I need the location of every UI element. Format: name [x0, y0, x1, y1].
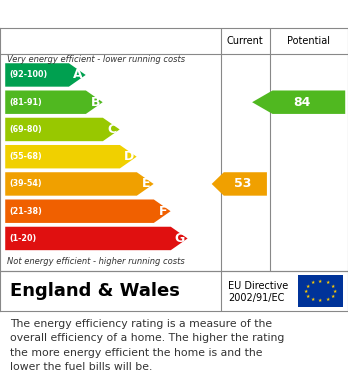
Text: ★: ★: [331, 283, 335, 289]
FancyBboxPatch shape: [298, 275, 343, 307]
Text: ★: ★: [318, 298, 322, 303]
Polygon shape: [5, 145, 137, 169]
Text: 84: 84: [293, 96, 311, 109]
Text: B: B: [90, 96, 100, 109]
Text: England & Wales: England & Wales: [10, 282, 180, 300]
Text: Potential: Potential: [287, 36, 330, 46]
Text: ★: ★: [311, 297, 315, 302]
Text: ★: ★: [311, 280, 315, 285]
Text: ★: ★: [325, 297, 330, 302]
Polygon shape: [5, 63, 86, 87]
Text: ★: ★: [303, 289, 308, 294]
Text: (39-54): (39-54): [9, 179, 42, 188]
Text: ★: ★: [332, 289, 337, 294]
Text: 2002/91/EC: 2002/91/EC: [228, 293, 284, 303]
Text: (92-100): (92-100): [9, 70, 48, 79]
Text: (69-80): (69-80): [9, 125, 42, 134]
Text: (21-38): (21-38): [9, 207, 42, 216]
Polygon shape: [212, 172, 267, 196]
Polygon shape: [5, 172, 153, 196]
Text: ★: ★: [331, 294, 335, 298]
Text: ★: ★: [325, 280, 330, 285]
Text: EU Directive: EU Directive: [228, 281, 288, 291]
Polygon shape: [252, 90, 345, 114]
Polygon shape: [5, 199, 171, 223]
Text: 53: 53: [234, 178, 252, 190]
Text: C: C: [108, 123, 117, 136]
Text: E: E: [142, 178, 151, 190]
Polygon shape: [5, 90, 103, 114]
Text: Not energy efficient - higher running costs: Not energy efficient - higher running co…: [7, 257, 185, 266]
Text: D: D: [124, 150, 134, 163]
Text: Energy Efficiency Rating: Energy Efficiency Rating: [10, 7, 232, 22]
Text: (55-68): (55-68): [9, 152, 42, 161]
Polygon shape: [5, 227, 188, 250]
Text: ★: ★: [318, 278, 322, 283]
Text: Current: Current: [227, 36, 264, 46]
Polygon shape: [5, 118, 120, 141]
Text: Very energy efficient - lower running costs: Very energy efficient - lower running co…: [7, 55, 185, 64]
Text: F: F: [159, 205, 168, 218]
Text: A: A: [73, 68, 83, 81]
Text: ★: ★: [306, 283, 310, 289]
Text: ★: ★: [306, 294, 310, 298]
Text: G: G: [175, 232, 185, 245]
Text: The energy efficiency rating is a measure of the
overall efficiency of a home. T: The energy efficiency rating is a measur…: [10, 319, 285, 372]
Text: (1-20): (1-20): [9, 234, 37, 243]
Text: (81-91): (81-91): [9, 98, 42, 107]
